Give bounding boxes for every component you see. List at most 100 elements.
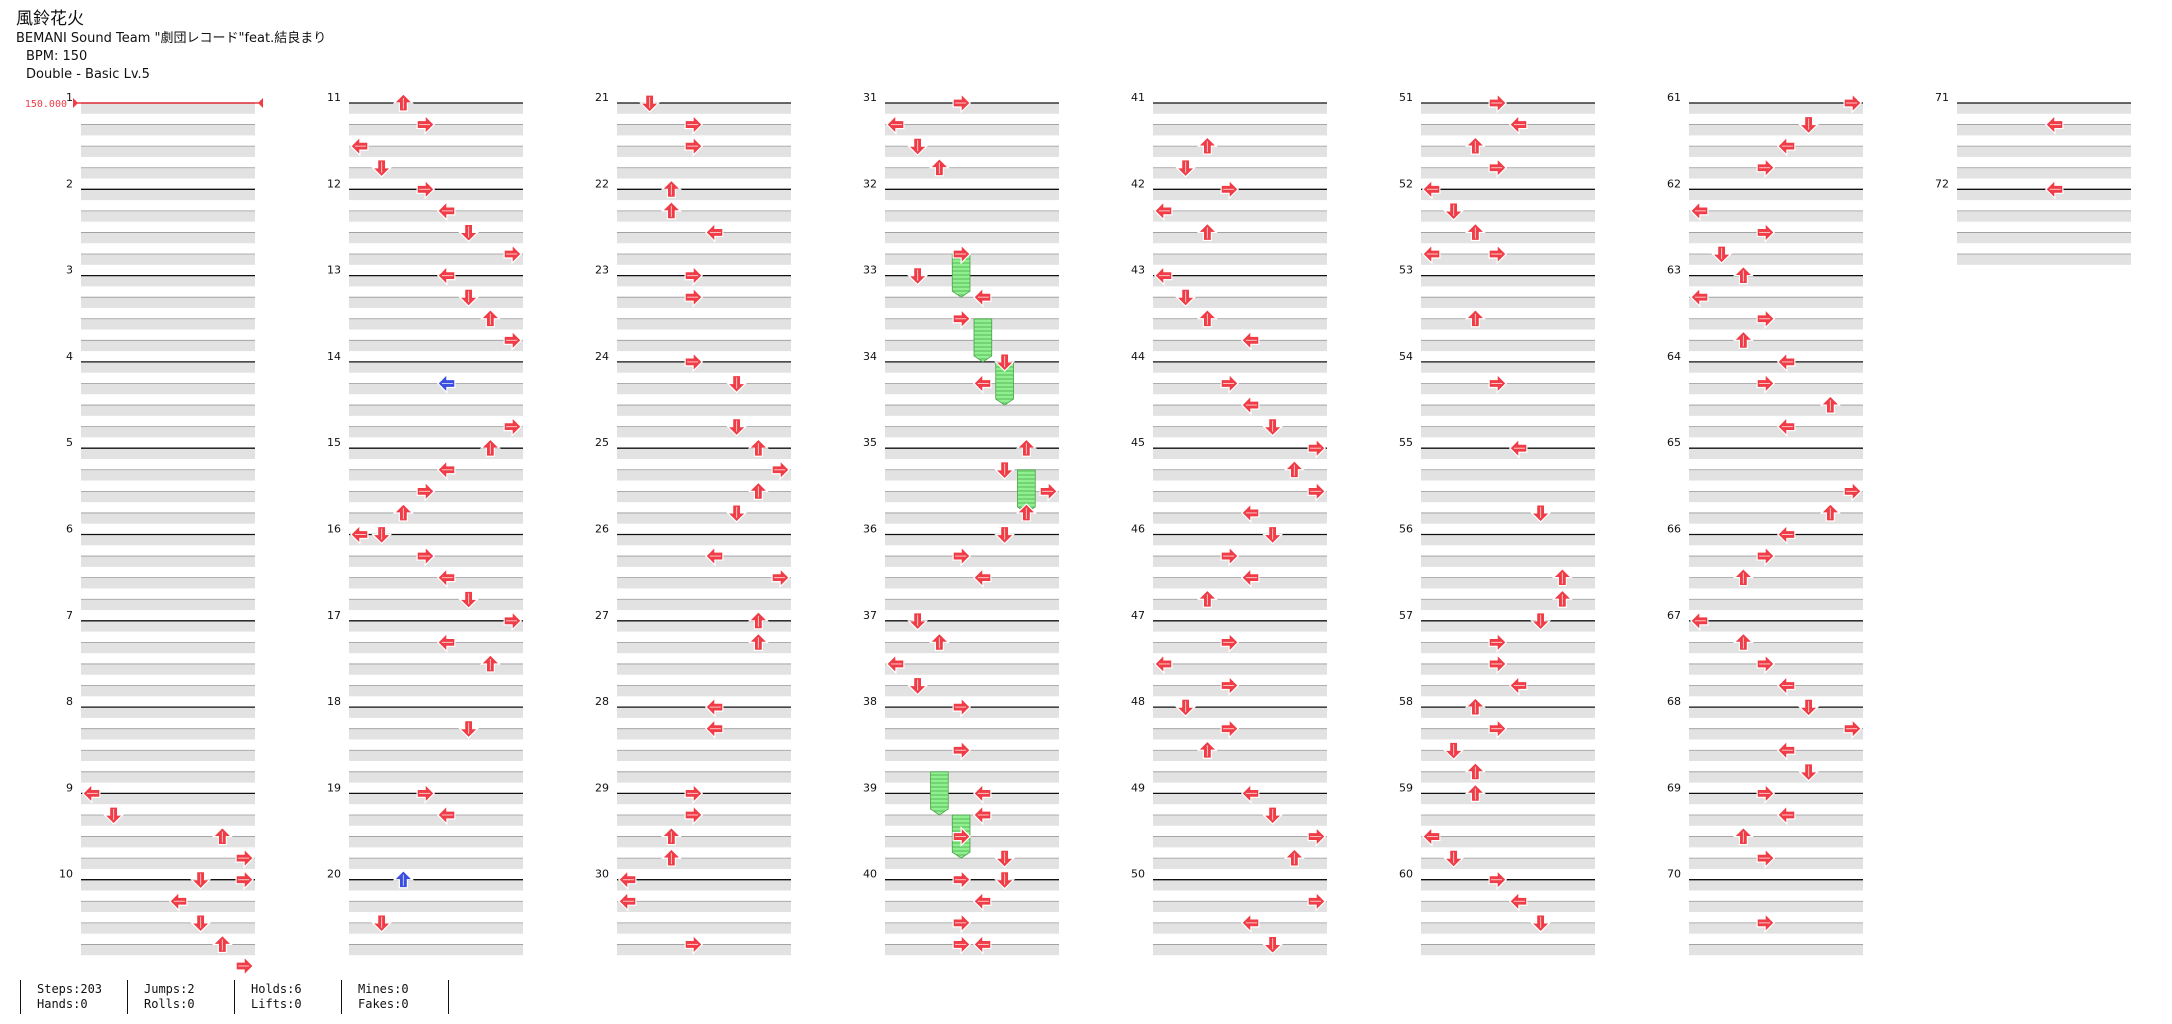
beat-band xyxy=(1153,361,1327,373)
arrow-right-icon xyxy=(1220,718,1239,740)
arrow-left-icon xyxy=(1509,114,1528,136)
arrow-right-icon xyxy=(1307,437,1326,459)
arrow-down-icon xyxy=(907,612,929,631)
arrow-right-icon xyxy=(952,243,971,265)
arrow-right-icon xyxy=(235,869,254,891)
beat-band xyxy=(885,750,1059,762)
arrow-left-icon xyxy=(1777,804,1796,826)
beat-band xyxy=(885,556,1059,567)
beat-band xyxy=(1689,858,1863,869)
measure-number: 4 xyxy=(66,350,73,363)
beat-band xyxy=(885,275,1059,287)
arrow-up-icon xyxy=(1732,632,1754,651)
measure-number: 58 xyxy=(1399,695,1413,708)
beat-band xyxy=(885,189,1059,201)
arrow-left-icon xyxy=(1690,610,1709,632)
beat-band xyxy=(81,750,255,762)
arrow-down-icon xyxy=(726,418,748,437)
beat-band xyxy=(1421,124,1595,136)
beat-band xyxy=(617,901,791,913)
measure-number: 13 xyxy=(327,264,341,277)
arrow-up-icon xyxy=(1819,503,1841,522)
beat-band xyxy=(617,620,791,632)
beat-band xyxy=(349,426,523,438)
stat-line: Steps:203 xyxy=(37,982,103,996)
beat-band xyxy=(349,944,523,956)
beat-band xyxy=(81,663,255,675)
arrow-left-icon xyxy=(1777,524,1796,545)
arrow-right-icon xyxy=(1756,308,1775,330)
beat-band xyxy=(1689,620,1863,632)
measure-number: 26 xyxy=(595,523,609,536)
beat-band xyxy=(885,879,1059,891)
arrow-right-icon xyxy=(952,933,971,955)
beat-band xyxy=(617,663,791,675)
beat-band xyxy=(1421,707,1595,718)
beat-band xyxy=(1421,426,1595,438)
arrow-right-icon xyxy=(1488,92,1507,114)
measure-number: 15 xyxy=(327,436,341,449)
stat-group: Mines:0 Fakes:0 xyxy=(341,980,448,1014)
beat-band xyxy=(349,448,523,459)
arrow-left-icon xyxy=(1422,243,1441,265)
measure-number: 7 xyxy=(66,609,73,622)
arrow-right-icon xyxy=(1307,826,1326,847)
measure-number: 25 xyxy=(595,436,609,449)
arrow-up-icon xyxy=(479,438,501,457)
beat-band xyxy=(1153,167,1327,179)
arrow-down-icon xyxy=(1798,698,1820,717)
beat-band xyxy=(1689,361,1863,373)
beat-band xyxy=(349,383,523,395)
beat-band xyxy=(349,901,523,913)
arrow-up-icon xyxy=(1464,783,1486,803)
arrow-right-icon xyxy=(952,92,971,114)
arrow-up-icon xyxy=(211,826,233,846)
arrow-down-icon xyxy=(1175,288,1197,308)
beat-band xyxy=(349,103,523,114)
arrow-left-icon xyxy=(973,782,992,804)
beat-band xyxy=(349,922,523,934)
beat-band xyxy=(885,448,1059,459)
beat-band xyxy=(617,944,791,956)
beat-band xyxy=(617,469,791,481)
arrow-left-icon xyxy=(437,459,456,481)
measure-number: 55 xyxy=(1399,436,1413,449)
beat-band xyxy=(617,448,791,459)
measure-number: 8 xyxy=(66,695,73,708)
beat-band xyxy=(1689,232,1863,244)
hold-note xyxy=(930,771,949,816)
beat-band xyxy=(349,879,523,891)
beat-band xyxy=(1421,232,1595,244)
beat-band xyxy=(81,728,255,740)
beat-band xyxy=(617,771,791,783)
arrow-up-icon xyxy=(1015,503,1037,522)
stat-group: Holds:6 Lifts:0 xyxy=(234,980,341,1014)
arrow-right-icon xyxy=(684,351,703,373)
beat-band xyxy=(1421,620,1595,632)
beat-band xyxy=(885,103,1059,114)
beat-band xyxy=(81,210,255,222)
beat-band xyxy=(885,318,1059,330)
beat-band xyxy=(81,836,255,848)
beat-band xyxy=(1153,750,1327,762)
beat-band xyxy=(617,232,791,244)
beat-band xyxy=(885,685,1059,697)
arrow-left-icon xyxy=(1690,286,1709,308)
beat-band xyxy=(617,297,791,308)
arrow-down-icon xyxy=(371,914,393,933)
arrow-left-icon xyxy=(1154,200,1173,222)
beat-band xyxy=(885,361,1059,373)
beat-band xyxy=(617,167,791,179)
measure-number: 44 xyxy=(1131,350,1145,363)
beat-band xyxy=(617,793,791,805)
measure-number: 70 xyxy=(1667,868,1681,881)
beat-band xyxy=(885,491,1059,503)
beat-band xyxy=(1153,901,1327,913)
beat-band xyxy=(1153,448,1327,459)
beat-band xyxy=(1421,103,1595,114)
beat-band xyxy=(81,167,255,179)
arrow-up-icon xyxy=(1464,697,1486,716)
arrow-up-icon xyxy=(928,632,950,651)
measure-number: 53 xyxy=(1399,264,1413,277)
arrow-down-icon xyxy=(994,461,1016,480)
